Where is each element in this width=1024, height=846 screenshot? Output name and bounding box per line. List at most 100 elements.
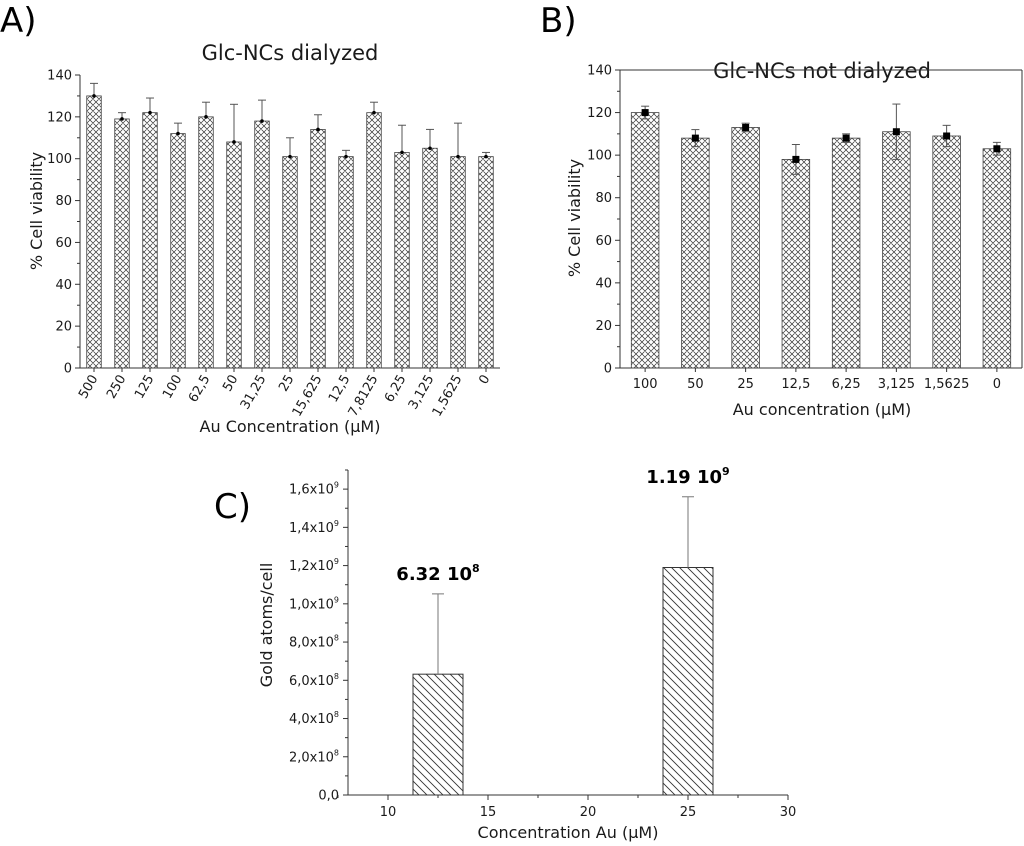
panel-a-bar-0 [86,95,102,369]
panel-a-ytick-label-2: 40 [55,278,72,293]
panel-b-marker-3 [792,155,800,163]
panel-b-ylabel: % Cell viability [565,159,584,277]
panel-b-bar-1 [681,137,710,369]
panel-a-xtick-label-7: 25 [276,373,297,395]
panel-b-bar-3 [781,158,811,369]
panel-a-marker-11 [400,150,404,155]
panel-a-marker-2 [148,110,152,115]
panel-a-bar-13 [450,156,466,369]
panel-c-xtick-label-4: 30 [780,805,797,820]
panel-a-bar-7 [282,156,298,369]
panel-b: B) Glc-NCs not dialyzed % Cell viability… [540,1,1023,419]
panel-a-marker-9 [344,154,348,159]
panel-a-bar-12 [422,147,438,369]
panel-a-label: A) [0,1,37,41]
panel-a-bar-9 [338,156,354,369]
panel-a-marker-8 [316,127,320,132]
panel-a-marker-13 [456,154,460,159]
panel-a-bar-5 [226,141,242,369]
panel-b-ytick-label-6: 120 [587,106,612,121]
panel-a-ytick-label-0: 0 [64,362,72,377]
panel-c-ytick-label-7: 1,4x109 [289,519,339,536]
panel-a-marker-5 [232,140,236,144]
panel-a-ytick-label-4: 80 [55,194,72,209]
panel-c-ytick-label-4: 8,0x108 [289,634,339,651]
panel-b-xtick-label-1: 50 [687,377,704,392]
panel-b-xtick-label-5: 3,125 [878,377,915,392]
panel-a-xtick-label-14: 0 [476,373,493,388]
panel-a-ytick-label-6: 120 [47,110,72,125]
panel-a-marker-6 [260,119,264,123]
panel-c: C) Gold atoms/cell Concentration Au (μM)… [214,465,796,842]
panel-a-xtick-label-3: 100 [160,373,185,402]
panel-c-ytick-label-3: 6,0x108 [289,672,339,689]
panel-a-marker-4 [204,115,208,119]
panel-a-xtick-label-6: 31,25 [238,373,270,413]
panel-a-ytick-label-7: 140 [47,69,72,84]
panel-a-marker-1 [120,117,124,121]
panel-c-annotation-1: 1.19 109 [646,465,729,488]
panel-b-xtick-label-2: 25 [737,377,754,392]
panel-c-ytick-label-1: 2,0x108 [289,748,339,765]
panel-b-label: B) [540,1,577,41]
panel-b-ytick-label-0: 0 [604,362,612,377]
panel-b-ytick-label-5: 100 [587,149,612,164]
panel-c-ytick-label-6: 1,2x109 [289,557,339,574]
panel-a-xtick-label-0: 500 [76,373,101,402]
panel-b-xtick-label-0: 100 [633,377,658,392]
panel-a-marker-12 [428,146,432,151]
panel-a-marker-0 [92,94,96,98]
panel-a-bar-8 [310,129,326,369]
panel-b-bar-6 [932,135,961,369]
panel-c-ytick-exp-5: 9 [334,595,339,604]
panel-c-ytick-label-0: 0,0 [318,789,339,804]
panel-b-marker-5 [892,128,900,136]
panel-c-annotation-exp-1: 9 [722,465,730,478]
panel-c-annotation-exp-0: 8 [472,562,480,575]
panel-c-ytick-exp-7: 9 [334,519,339,528]
panel-c-ylabel: Gold atoms/cell [257,563,276,688]
panel-b-bar-2 [731,127,760,369]
panel-b-bar-7 [982,148,1012,369]
panel-c-bar-0 [412,673,464,796]
panel-c-xlabel: Concentration Au (μM) [478,823,659,842]
panel-a-bar-6 [254,120,270,369]
panel-b-xlabel: Au concentration (μM) [733,400,912,419]
panel-a-marker-10 [372,110,376,115]
panel-a-bar-1 [114,118,130,369]
panel-a-bar-10 [366,112,382,369]
panel-b-xtick-label-6: 1,5625 [924,377,970,392]
panel-c-bar-1 [662,567,714,796]
panel-c-label: C) [214,487,251,527]
panel-a-ytick-label-3: 60 [55,236,72,251]
panel-b-ytick-label-3: 60 [595,234,612,249]
panel-a-ytick-label-5: 100 [47,152,72,167]
panel-a-xtick-label-11: 6,25 [382,373,409,406]
panel-c-ytick-exp-2: 8 [334,710,339,719]
panel-a-bar-3 [170,133,186,369]
panel-b-bar-0 [630,112,660,369]
panel-b-marker-6 [943,132,951,140]
panel-a-bar-11 [394,152,410,369]
panel-a-marker-3 [176,131,180,136]
panel-b-ytick-label-2: 40 [595,276,612,291]
panel-c-ytick-exp-1: 8 [334,748,339,757]
panel-b-ytick-label-4: 80 [595,191,612,206]
panel-a-bar-4 [198,116,214,369]
panel-a-title: Glc-NCs dialyzed [202,41,379,65]
panel-a-xtick-label-4: 62,5 [186,373,213,406]
panel-c-ytick-label-8: 1,6x109 [289,481,339,498]
panel-c-xtick-label-2: 20 [580,805,597,820]
panel-a: A) Glc-NCs dialyzed % Cell viability Au … [0,1,500,436]
panel-c-ytick-exp-4: 8 [334,634,339,643]
panel-b-marker-1 [691,134,699,142]
panel-a-xtick-label-9: 12,5 [326,373,353,406]
panel-b-marker-4 [842,134,850,142]
panel-a-marker-7 [288,154,292,159]
panel-c-ytick-exp-8: 9 [334,481,339,490]
panel-b-marker-0 [641,109,649,117]
panel-c-ytick-exp-6: 9 [334,557,339,566]
panel-a-xtick-label-1: 250 [104,373,129,402]
panel-a-ylabel: % Cell viability [27,152,46,270]
panel-c-xtick-label-3: 25 [680,805,697,820]
